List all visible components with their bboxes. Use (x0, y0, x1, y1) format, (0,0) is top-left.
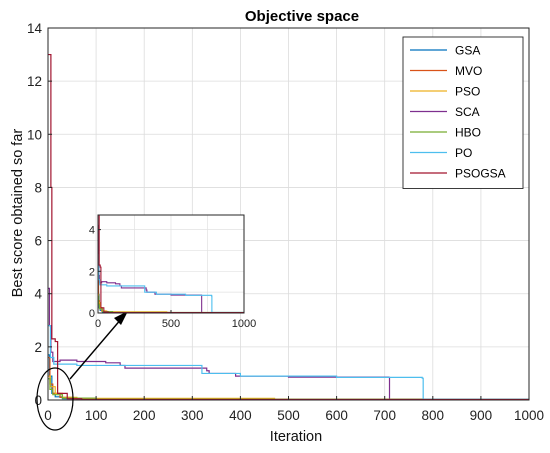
inset-y-ticks: 0 2 4 (89, 225, 101, 320)
legend-label-pso: PSO (455, 85, 480, 99)
inset-plot-lines (97, 214, 245, 314)
y-tick-label: 2 (34, 340, 42, 355)
series-line-po (48, 325, 529, 400)
legend: GSA MVO PSO SCA HBO PO PSOGSA (402, 36, 524, 189)
y-tick-label: 8 (34, 180, 42, 195)
x-tick-label: 700 (373, 408, 396, 423)
x-tick-label: 500 (277, 408, 300, 423)
inset-x-tick-label: 0 (95, 318, 101, 330)
y-tick-label: 10 (27, 127, 42, 142)
y-axis-ticks: 0 2 4 6 8 10 12 14 (27, 21, 52, 408)
y-tick-label: 14 (27, 21, 43, 36)
series-line-psogsa (48, 53, 529, 401)
zoom-arrow-line (69, 317, 123, 380)
x-tick-label: 600 (325, 408, 348, 423)
x-tick-label: 400 (229, 408, 252, 423)
x-tick-label: 800 (422, 408, 445, 423)
y-tick-label: 6 (34, 234, 42, 249)
legend-label-hbo: HBO (455, 126, 481, 140)
zoom-ellipse (36, 367, 74, 431)
inset-series-line-po (98, 254, 244, 313)
legend-label-gsa: GSA (455, 44, 480, 58)
x-tick-label: 1000 (514, 408, 544, 423)
inset-y-tick-label: 2 (89, 266, 95, 278)
y-tick-label: 12 (27, 74, 42, 89)
x-axis-ticks: 0 100 200 300 400 500 600 700 800 900 1000 (44, 396, 544, 423)
x-tick-label: 900 (470, 408, 493, 423)
x-tick-label: 0 (44, 408, 52, 423)
y-axis-label: Best score obtained so far (10, 129, 26, 298)
legend-label-po: PO (455, 146, 472, 160)
x-tick-label: 200 (133, 408, 156, 423)
y-tick-label: 0 (34, 393, 42, 408)
zoom-arrow-head (114, 311, 128, 325)
inset-y-tick-label: 0 (89, 308, 95, 320)
inset-x-tick-label: 500 (162, 318, 180, 330)
inset-y-tick-label: 4 (89, 225, 95, 237)
chart-title: Objective space (245, 8, 359, 25)
legend-label-mvo: MVO (455, 64, 482, 78)
x-axis-label: Iteration (270, 429, 322, 445)
legend-box (402, 36, 524, 189)
legend-label-psogsa: PSOGSA (455, 167, 506, 181)
inset-x-tick-label: 1000 (232, 318, 256, 330)
main-plot-lines (48, 53, 530, 401)
x-tick-label: 100 (85, 408, 108, 423)
x-tick-label: 300 (181, 408, 204, 423)
legend-label-sca: SCA (455, 105, 480, 119)
inset-x-ticks: 0 500 1000 (95, 310, 256, 330)
y-tick-label: 4 (34, 287, 42, 302)
